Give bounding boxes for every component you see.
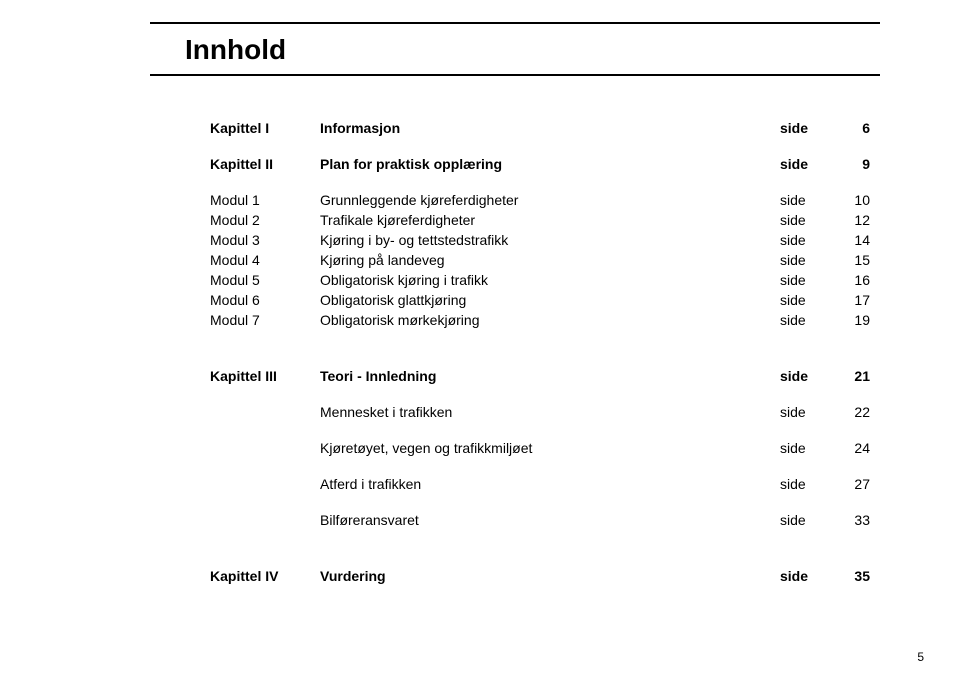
page-ref: 19 <box>840 312 870 328</box>
sub-text: Atferd i trafikken <box>320 476 780 492</box>
side-word: side <box>780 212 840 228</box>
side-word: side <box>780 292 840 308</box>
subsection-list: Mennesket i trafikken side 22 Kjøretøyet… <box>210 404 870 528</box>
module-text: Trafikale kjøreferdigheter <box>320 212 780 228</box>
module-label: Modul 5 <box>210 272 320 288</box>
toc-row-chapter: Kapittel I Informasjon side 6 <box>210 120 870 136</box>
page-ref: 12 <box>840 212 870 228</box>
chapter-heading: Plan for praktisk opplæring <box>320 156 780 172</box>
module-text: Obligatorisk glattkjøring <box>320 292 780 308</box>
page-ref: 27 <box>840 476 870 492</box>
horizontal-rule-under-title <box>150 74 880 76</box>
module-text: Grunnleggende kjøreferdigheter <box>320 192 780 208</box>
side-word: side <box>780 232 840 248</box>
horizontal-rule-top <box>150 22 880 24</box>
module-list: Modul 1 Grunnleggende kjøreferdigheter s… <box>210 192 870 328</box>
page-ref: 33 <box>840 512 870 528</box>
page-ref: 35 <box>840 568 870 584</box>
side-word: side <box>780 312 840 328</box>
module-text: Kjøring på landeveg <box>320 252 780 268</box>
toc-row-module: Modul 1 Grunnleggende kjøreferdigheter s… <box>210 192 870 208</box>
chapter-label: Kapittel II <box>210 156 320 172</box>
chapter-heading: Vurdering <box>320 568 780 584</box>
toc-row-module: Modul 4 Kjøring på landeveg side 15 <box>210 252 870 268</box>
toc-row-sub: Mennesket i trafikken side 22 <box>210 404 870 420</box>
page-number: 5 <box>917 650 924 664</box>
toc-row-module: Modul 7 Obligatorisk mørkekjøring side 1… <box>210 312 870 328</box>
module-label: Modul 7 <box>210 312 320 328</box>
page-ref: 10 <box>840 192 870 208</box>
side-word: side <box>780 440 840 456</box>
module-text: Kjøring i by- og tettstedstrafikk <box>320 232 780 248</box>
page-ref: 17 <box>840 292 870 308</box>
toc-row-chapter: Kapittel III Teori - Innledning side 21 <box>210 368 870 384</box>
page-ref: 14 <box>840 232 870 248</box>
sub-text: Kjøretøyet, vegen og trafikkmiljøet <box>320 440 780 456</box>
chapter-label: Kapittel I <box>210 120 320 136</box>
side-word: side <box>780 368 840 384</box>
side-word: side <box>780 512 840 528</box>
toc-row-chapter: Kapittel II Plan for praktisk opplæring … <box>210 156 870 172</box>
document-page: Innhold Kapittel I Informasjon side 6 Ka… <box>0 0 960 678</box>
module-label: Modul 1 <box>210 192 320 208</box>
page-title: Innhold <box>185 34 286 66</box>
chapter-label: Kapittel IV <box>210 568 320 584</box>
page-ref: 24 <box>840 440 870 456</box>
side-word: side <box>780 156 840 172</box>
side-word: side <box>780 476 840 492</box>
side-word: side <box>780 272 840 288</box>
toc-content: Kapittel I Informasjon side 6 Kapittel I… <box>210 120 870 588</box>
side-word: side <box>780 252 840 268</box>
side-word: side <box>780 568 840 584</box>
module-label: Modul 6 <box>210 292 320 308</box>
toc-row-module: Modul 2 Trafikale kjøreferdigheter side … <box>210 212 870 228</box>
module-text: Obligatorisk mørkekjøring <box>320 312 780 328</box>
page-ref: 15 <box>840 252 870 268</box>
sub-text: Bilføreransvaret <box>320 512 780 528</box>
side-word: side <box>780 404 840 420</box>
side-word: side <box>780 192 840 208</box>
module-text: Obligatorisk kjøring i trafikk <box>320 272 780 288</box>
toc-row-module: Modul 6 Obligatorisk glattkjøring side 1… <box>210 292 870 308</box>
toc-row-sub: Atferd i trafikken side 27 <box>210 476 870 492</box>
toc-row-sub: Kjøretøyet, vegen og trafikkmiljøet side… <box>210 440 870 456</box>
page-ref: 22 <box>840 404 870 420</box>
toc-row-chapter: Kapittel IV Vurdering side 35 <box>210 568 870 584</box>
toc-row-module: Modul 5 Obligatorisk kjøring i trafikk s… <box>210 272 870 288</box>
toc-row-sub: Bilføreransvaret side 33 <box>210 512 870 528</box>
chapter-heading: Informasjon <box>320 120 780 136</box>
toc-row-module: Modul 3 Kjøring i by- og tettstedstrafik… <box>210 232 870 248</box>
page-ref: 6 <box>840 120 870 136</box>
page-ref: 21 <box>840 368 870 384</box>
module-label: Modul 2 <box>210 212 320 228</box>
module-label: Modul 3 <box>210 232 320 248</box>
page-ref: 16 <box>840 272 870 288</box>
sub-text: Mennesket i trafikken <box>320 404 780 420</box>
module-label: Modul 4 <box>210 252 320 268</box>
page-ref: 9 <box>840 156 870 172</box>
chapter-label: Kapittel III <box>210 368 320 384</box>
chapter-heading: Teori - Innledning <box>320 368 780 384</box>
side-word: side <box>780 120 840 136</box>
